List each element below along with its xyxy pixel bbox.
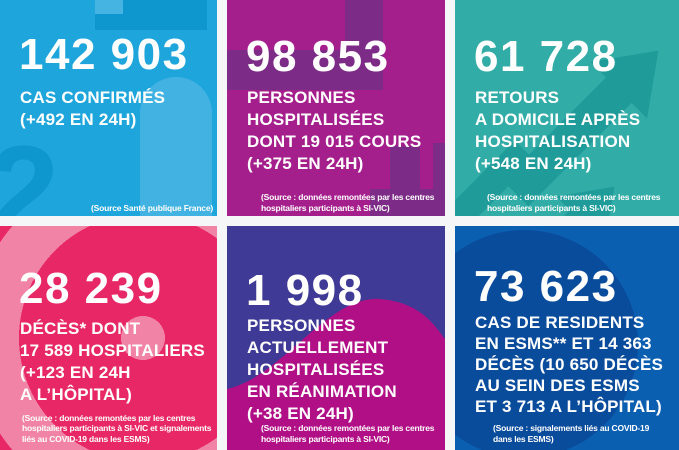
- tile-esms: 73 623 CAS DE RESIDENTS EN ESMS** ET 14 …: [455, 226, 679, 450]
- decoration-info-dot: [513, 242, 539, 268]
- decoration-zero-shape: [140, 77, 212, 216]
- decoration-info-stem: [515, 276, 539, 378]
- stat-value-deces: 28 239: [19, 264, 163, 313]
- tile-reanimation: 1 998 PERSONNES ACTUELLEMENT HOSPITALISÉ…: [227, 226, 445, 450]
- tile-retours-domicile: 61 728 RETOURS A DOMICILE APRÈS HOSPITAL…: [455, 0, 679, 216]
- decoration-square-bottom: [370, 189, 445, 216]
- decoration-cross-horizontal: [227, 50, 383, 90]
- stat-source-cas-confirmes: (Source Santé publique France): [91, 202, 213, 213]
- stat-value-hospitalisees: 98 853: [246, 32, 390, 81]
- decoration-background-digit: 2: [0, 120, 60, 217]
- stat-source-retours: (Source : données remontées par les cent…: [487, 192, 661, 213]
- decoration-up-arrows: [455, 50, 659, 216]
- stat-label-deces: DÉCÈS* DONT 17 589 HOSPITALIERS (+123 EN…: [20, 319, 205, 404]
- stat-value-retours: 61 728: [474, 32, 618, 81]
- stat-label-esms: CAS DE RESIDENTS EN ESMS** ET 14 363 DÉC…: [475, 313, 664, 416]
- decoration-square-small: [390, 146, 420, 189]
- stat-value-cas-confirmes: 142 903: [19, 30, 189, 79]
- decoration-wave-shape: [227, 298, 445, 450]
- stat-source-esms: (Source : signalements liés au COVID-19 …: [493, 423, 650, 444]
- tile-deces: 28 239 DÉCÈS* DONT 17 589 HOSPITALIERS (…: [0, 226, 217, 450]
- stat-value-reanimation: 1 998: [246, 266, 364, 315]
- stat-label-cas-confirmes: CAS CONFIRMÉS (+492 EN 24H): [20, 88, 166, 129]
- stat-label-hospitalisees: PERSONNES HOSPITALISÉES DONT 19 015 COUR…: [247, 88, 422, 173]
- stat-label-retours: RETOURS A DOMICILE APRÈS HOSPITALISATION…: [475, 88, 641, 173]
- stat-value-esms: 73 623: [474, 262, 618, 311]
- decoration-top-notch: [95, 0, 123, 14]
- stat-source-reanimation: (Source : données remontées par les cent…: [261, 423, 435, 444]
- tile-cas-confirmes: 2 142 903 CAS CONFIRMÉS (+492 EN 24H) (S…: [0, 0, 217, 216]
- stat-source-hospitalisees: (Source : données remontées par les cent…: [261, 192, 435, 213]
- stat-label-reanimation: PERSONNES ACTUELLEMENT HOSPITALISÉES EN …: [247, 316, 397, 423]
- stat-source-deces: (Source : données remontées par les cent…: [22, 412, 212, 444]
- tile-personnes-hospitalisees: 98 853 PERSONNES HOSPITALISÉES DONT 19 0…: [227, 0, 445, 216]
